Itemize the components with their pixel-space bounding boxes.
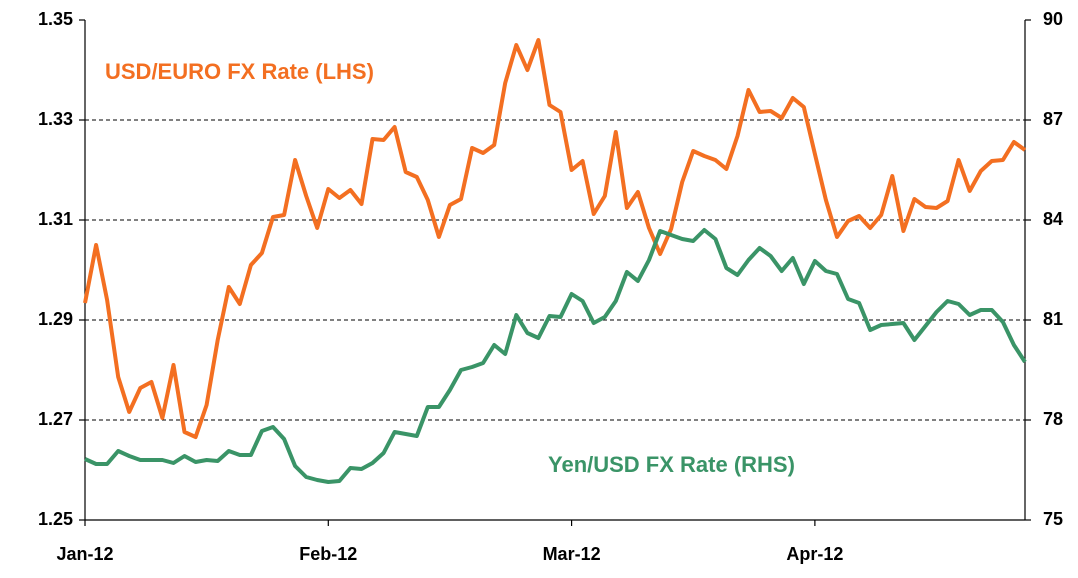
series-line — [84, 228, 1027, 484]
series-label: USD/EURO FX Rate (LHS) — [105, 59, 374, 84]
y-tick-label: 1.29 — [38, 309, 73, 329]
y-tick-label: 1.27 — [38, 409, 73, 429]
y2-tick-label: 84 — [1043, 209, 1063, 229]
y2-tick-label: 75 — [1043, 509, 1063, 529]
series-line — [83, 38, 1027, 439]
y-tick-label: 1.31 — [38, 209, 73, 229]
y-tick-label: 1.35 — [38, 9, 73, 29]
series-label: Yen/USD FX Rate (RHS) — [548, 452, 795, 477]
y-tick-label: 1.25 — [38, 509, 73, 529]
x-tick-label: Jan-12 — [56, 544, 113, 564]
y2-tick-label: 78 — [1043, 409, 1063, 429]
y2-tick-label: 81 — [1043, 309, 1063, 329]
y2-tick-label: 90 — [1043, 9, 1063, 29]
x-tick-label: Mar-12 — [543, 544, 601, 564]
x-tick-label: Feb-12 — [299, 544, 357, 564]
y2-tick-label: 87 — [1043, 109, 1063, 129]
y-tick-label: 1.33 — [38, 109, 73, 129]
x-tick-label: Apr-12 — [786, 544, 843, 564]
